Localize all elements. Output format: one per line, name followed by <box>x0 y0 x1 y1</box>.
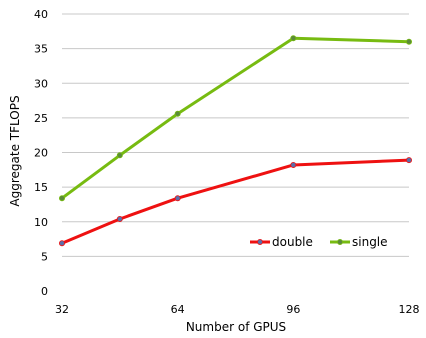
y-tick-label: 15 <box>34 181 48 194</box>
legend-label: double <box>272 235 313 249</box>
data-point-single <box>116 152 123 159</box>
legend-item-double: double <box>250 235 313 249</box>
legend-item-single: single <box>330 235 388 249</box>
data-point-single <box>290 35 297 42</box>
legend-label: single <box>352 235 388 249</box>
data-point-double <box>116 215 123 222</box>
y-tick-label: 5 <box>41 250 48 263</box>
y-tick-label: 25 <box>34 112 48 125</box>
x-tick-label: 32 <box>55 303 69 316</box>
x-tick-label: 96 <box>286 303 300 316</box>
data-point-double <box>174 195 181 202</box>
x-axis-title: Number of GPUS <box>186 320 286 334</box>
series-line-double <box>61 158 410 245</box>
y-tick-label: 35 <box>34 43 48 56</box>
y-tick-label: 20 <box>34 147 48 160</box>
y-tick-label: 0 <box>41 285 48 298</box>
legend-marker <box>336 238 343 245</box>
y-axis-title: Aggregate TFLOPS <box>8 95 22 206</box>
series-single <box>59 35 412 202</box>
data-point-single <box>174 110 181 117</box>
y-tick-label: 30 <box>34 77 48 90</box>
x-tick-label: 64 <box>171 303 185 316</box>
data-point-double <box>59 240 66 247</box>
series-double <box>59 157 412 247</box>
data-point-single <box>405 38 412 45</box>
data-point-double <box>290 161 297 168</box>
data-point-single <box>59 195 66 202</box>
y-tick-label: 10 <box>34 216 48 229</box>
x-tick-label: 128 <box>399 303 420 316</box>
y-tick-label: 40 <box>34 8 48 21</box>
x-axis-ticks: 32 64 96 128 <box>55 303 420 316</box>
legend: double single <box>250 235 388 249</box>
data-point-double <box>405 157 412 164</box>
legend-marker <box>256 238 263 245</box>
y-axis-ticks: 0 5 10 15 20 25 30 35 40 <box>34 8 48 298</box>
series-group <box>59 35 412 247</box>
